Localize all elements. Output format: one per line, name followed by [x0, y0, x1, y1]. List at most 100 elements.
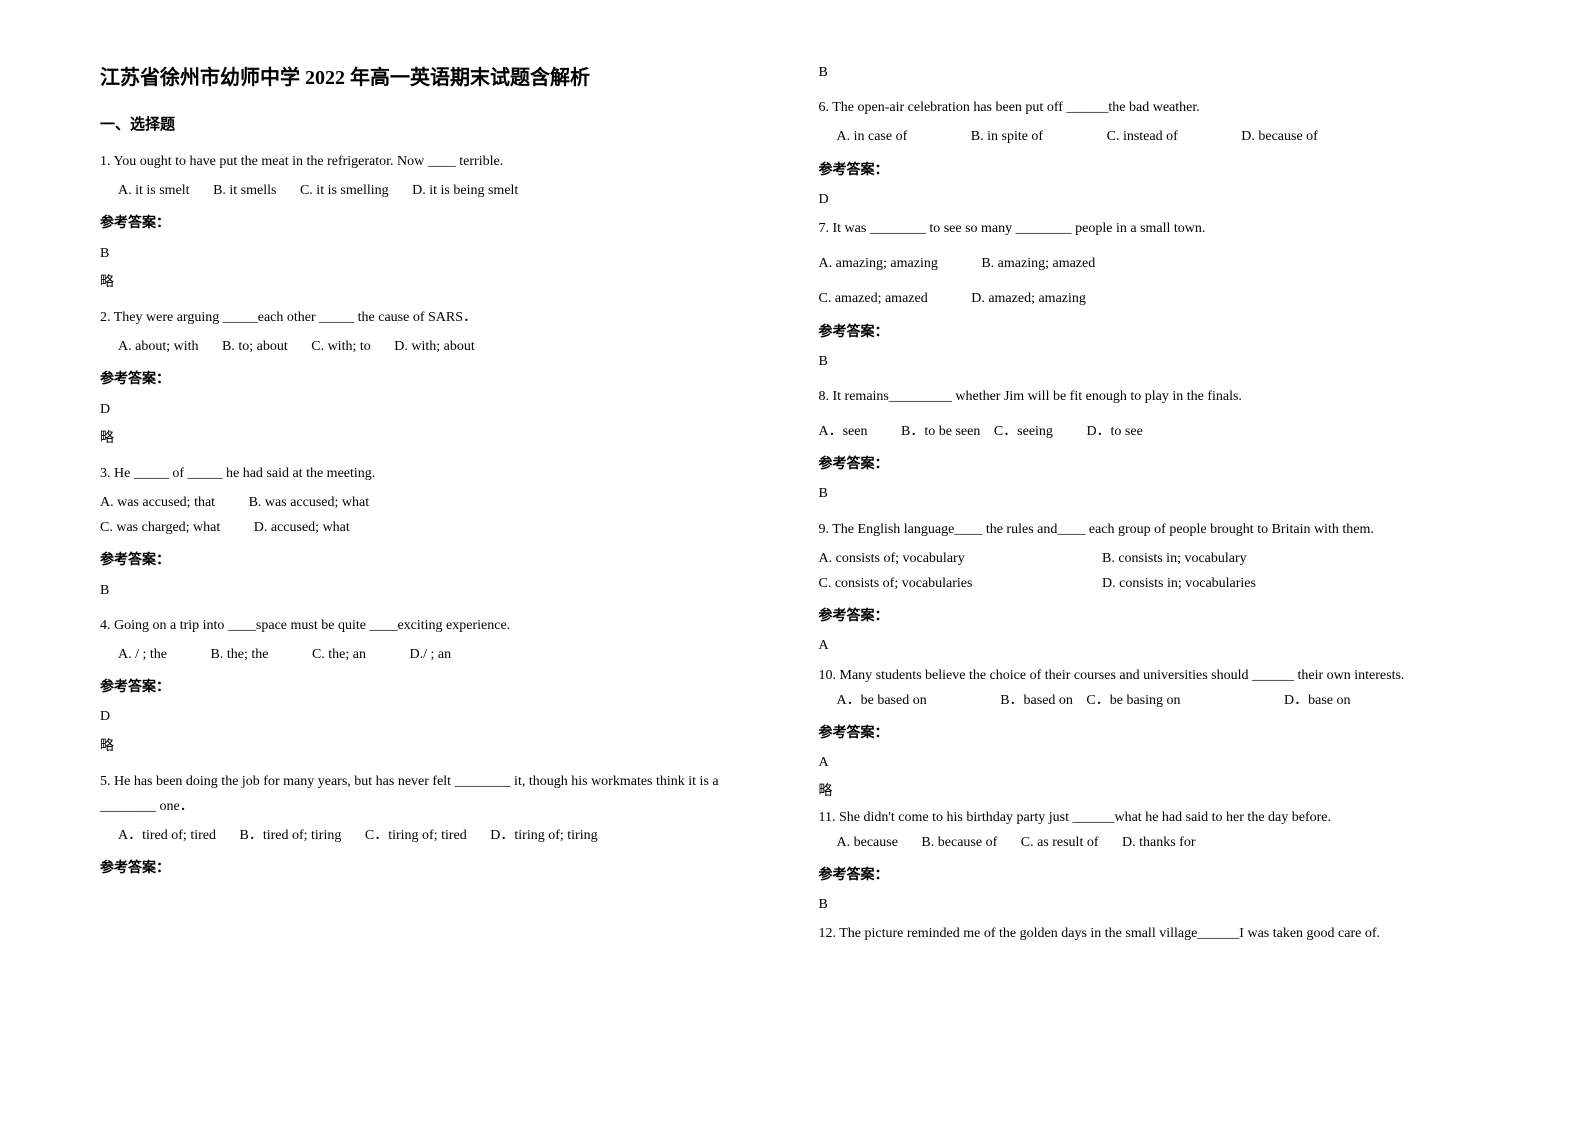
question-5: 5. He has been doing the job for many ye…	[100, 769, 769, 819]
question-7-options-line2: C. amazed; amazed D. amazed; amazing	[819, 286, 1488, 311]
question-6-options: A. in case of B. in spite of C. instead …	[837, 124, 1488, 149]
answer-10: A	[819, 750, 1488, 775]
option: D．to see	[1086, 424, 1142, 439]
option: A. / ; the	[118, 642, 167, 667]
answer-label: 参考答案：	[100, 367, 769, 392]
option: C. was charged; what	[100, 520, 220, 535]
option: B. amazing; amazed	[981, 256, 1095, 271]
answer-label: 参考答案：	[100, 211, 769, 236]
answer-6: D	[819, 187, 1488, 212]
option: C. with; to	[311, 334, 371, 359]
question-4-options: A. / ; the B. the; the C. the; an D./ ; …	[118, 642, 769, 667]
option: B．based on	[1000, 688, 1073, 713]
question-3-options-line1: A. was accused; that B. was accused; wha…	[100, 490, 769, 515]
option: A．seen	[819, 424, 868, 439]
question-8: 8. It remains_________ whether Jim will …	[819, 384, 1488, 409]
question-1-options: A. it is smelt B. it smells C. it is sme…	[118, 178, 769, 203]
option: A．tired of; tired	[118, 823, 216, 848]
option: D./ ; an	[409, 642, 451, 667]
section-title: 一、选择题	[100, 112, 769, 139]
question-11-options: A. because B. because of C. as result of…	[837, 830, 1488, 855]
option: B. it smells	[213, 178, 276, 203]
answer-4: D	[100, 704, 769, 729]
question-11: 11. She didn't come to his birthday part…	[819, 805, 1488, 830]
question-10: 10. Many students believe the choice of …	[819, 663, 1488, 688]
question-10-options: A．be based on B．based on C．be basing on …	[837, 688, 1488, 713]
question-9-options-line1: A. consists of; vocabulary B. consists i…	[819, 546, 1488, 571]
option: B. was accused; what	[249, 495, 370, 510]
note: 略	[819, 779, 1488, 804]
option: A. amazing; amazing	[819, 256, 938, 271]
note: 略	[100, 734, 769, 759]
answer-2: D	[100, 397, 769, 422]
answer-7: B	[819, 349, 1488, 374]
option: B. in spite of	[971, 124, 1043, 149]
answer-5: B	[819, 60, 1488, 85]
answer-label: 参考答案：	[819, 721, 1488, 746]
option: B．to be seen	[901, 424, 980, 439]
option: D. consists in; vocabularies	[1102, 576, 1256, 591]
option: C. consists of; vocabularies	[819, 571, 1099, 596]
option: D. amazed; amazing	[971, 291, 1086, 306]
answer-label: 参考答案：	[100, 675, 769, 700]
question-3: 3. He _____ of _____ he had said at the …	[100, 461, 769, 486]
option: C．tiring of; tired	[365, 823, 467, 848]
option: C．be basing on	[1086, 688, 1180, 713]
question-2: 2. They were arguing _____each other ___…	[100, 305, 769, 330]
option: C. instead of	[1107, 124, 1178, 149]
note: 略	[100, 270, 769, 295]
question-5-options: A．tired of; tired B．tired of; tiring C．t…	[118, 823, 769, 848]
question-4: 4. Going on a trip into ____space must b…	[100, 613, 769, 638]
answer-label: 参考答案：	[100, 856, 769, 881]
answer-1: B	[100, 241, 769, 266]
question-7-options-line1: A. amazing; amazing B. amazing; amazed	[819, 251, 1488, 276]
answer-label: 参考答案：	[819, 863, 1488, 888]
option: D. accused; what	[254, 520, 350, 535]
page-title: 江苏省徐州市幼师中学 2022 年高一英语期末试题含解析	[100, 60, 769, 96]
question-8-options: A．seen B．to be seen C．seeing D．to see	[819, 419, 1488, 444]
answer-label: 参考答案：	[819, 320, 1488, 345]
option: D. with; about	[394, 334, 475, 359]
question-9-options-line2: C. consists of; vocabularies D. consists…	[819, 571, 1488, 596]
option: C．seeing	[994, 424, 1053, 439]
option: D. it is being smelt	[412, 178, 518, 203]
option: B. because of	[921, 830, 997, 855]
option: A．be based on	[837, 688, 927, 713]
option: B. the; the	[211, 642, 269, 667]
answer-label: 参考答案：	[819, 158, 1488, 183]
question-6: 6. The open-air celebration has been put…	[819, 95, 1488, 120]
option: D．tiring of; tiring	[490, 823, 597, 848]
answer-3: B	[100, 578, 769, 603]
answer-8: B	[819, 481, 1488, 506]
option: B．tired of; tiring	[239, 823, 341, 848]
option: A. because	[837, 830, 898, 855]
question-9: 9. The English language____ the rules an…	[819, 517, 1488, 542]
right-column: B 6. The open-air celebration has been p…	[819, 60, 1488, 1062]
option: B. consists in; vocabulary	[1102, 551, 1247, 566]
answer-label: 参考答案：	[819, 604, 1488, 629]
answer-label: 参考答案：	[819, 452, 1488, 477]
option: C. it is smelling	[300, 178, 389, 203]
option: D．base on	[1284, 688, 1351, 713]
option: A. about; with	[118, 334, 199, 359]
option: A. in case of	[837, 124, 908, 149]
question-3-options-line2: C. was charged; what D. accused; what	[100, 515, 769, 540]
question-12: 12. The picture reminded me of the golde…	[819, 921, 1488, 946]
question-2-options: A. about; with B. to; about C. with; to …	[118, 334, 769, 359]
answer-11: B	[819, 892, 1488, 917]
answer-label: 参考答案：	[100, 548, 769, 573]
option: A. it is smelt	[118, 178, 190, 203]
option: A. consists of; vocabulary	[819, 546, 1099, 571]
option: B. to; about	[222, 334, 288, 359]
option: C. the; an	[312, 642, 366, 667]
note: 略	[100, 426, 769, 451]
answer-9: A	[819, 633, 1488, 658]
option: D. because of	[1241, 124, 1318, 149]
option: C. as result of	[1021, 830, 1099, 855]
question-1: 1. You ought to have put the meat in the…	[100, 149, 769, 174]
option: A. was accused; that	[100, 495, 215, 510]
option: C. amazed; amazed	[819, 291, 928, 306]
left-column: 江苏省徐州市幼师中学 2022 年高一英语期末试题含解析 一、选择题 1. Yo…	[100, 60, 769, 1062]
question-7: 7. It was ________ to see so many ______…	[819, 216, 1488, 241]
option: D. thanks for	[1122, 830, 1196, 855]
